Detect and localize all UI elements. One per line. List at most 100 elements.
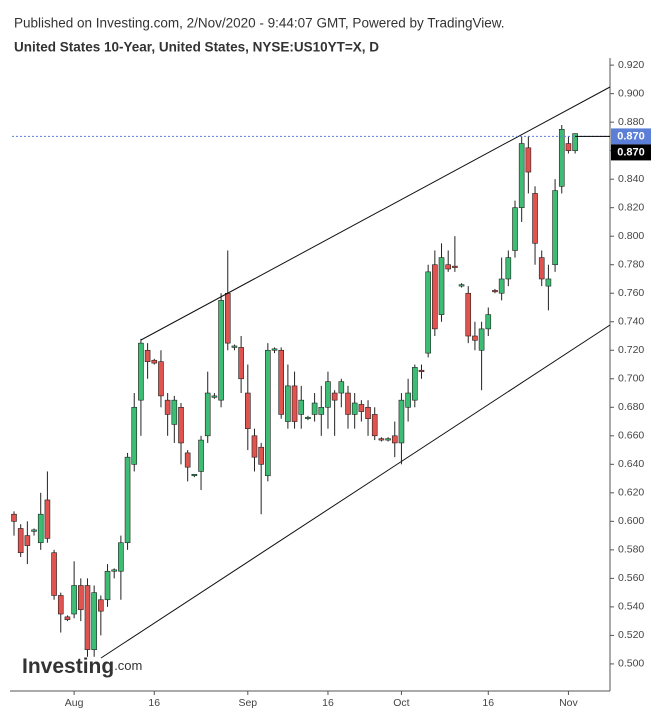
y-tick-label: 0.580 (618, 544, 644, 556)
candle-body (418, 369, 425, 372)
candle-body (98, 599, 104, 612)
candle-body (351, 402, 358, 415)
y-tick-label: 0.520 (618, 629, 644, 641)
logo-suffix: .com (114, 658, 142, 673)
y-tick-label: 0.900 (618, 87, 644, 99)
candle-body (325, 381, 331, 408)
y-tick-label: 0.880 (618, 116, 644, 128)
candle-body (345, 392, 351, 415)
candle-body (358, 404, 365, 412)
y-tick-label: 0.540 (618, 601, 644, 613)
candle-body (184, 452, 191, 468)
candle-body (37, 513, 44, 544)
candle-body (44, 499, 51, 539)
candle-body (485, 314, 492, 330)
candle-body (331, 392, 338, 401)
candle-body (171, 399, 178, 425)
y-tick-label: 0.720 (618, 344, 644, 356)
candle-body (271, 348, 278, 351)
candle-body (17, 528, 24, 554)
candle-body (398, 399, 405, 444)
candle-body (57, 595, 64, 615)
candle-body (204, 392, 211, 437)
candle-body (231, 345, 238, 348)
candle-body (64, 616, 71, 621)
candle-body (245, 392, 251, 429)
candle-body (445, 264, 452, 270)
candle-body (405, 392, 411, 408)
candle-body (298, 399, 305, 415)
y-tick-label: 0.740 (618, 316, 644, 328)
candle-body (391, 435, 398, 444)
candle-body (378, 438, 385, 441)
candle-body (258, 446, 264, 465)
candle-body (124, 456, 131, 544)
chart-title: United States 10-Year, United States, NY… (14, 40, 379, 55)
candle-body (472, 335, 478, 341)
candle-body (365, 406, 371, 419)
candle-body (151, 359, 158, 364)
y-tick-label: 0.920 (618, 59, 644, 71)
candle-body (111, 569, 117, 572)
candle-body (371, 414, 378, 437)
candle-body (311, 402, 318, 415)
candle-body (285, 385, 291, 422)
y-tick-label: 0.620 (618, 487, 644, 499)
candle-body (178, 406, 184, 444)
candle-body (24, 535, 31, 546)
candle-body (164, 399, 171, 415)
candle-body (558, 128, 565, 187)
candle-body (385, 438, 391, 441)
candle-body (224, 292, 231, 344)
x-tick-label: Sep (238, 697, 257, 709)
last-price-label: 0.870 (617, 146, 645, 158)
candle-body (238, 347, 244, 380)
candle-body (78, 585, 84, 611)
candle-body (572, 133, 578, 151)
candle-body (338, 381, 345, 394)
x-tick-label: 16 (322, 697, 334, 709)
y-tick-label: 0.760 (618, 287, 644, 299)
candle-body (538, 257, 545, 280)
x-tick-label: 16 (482, 697, 494, 709)
candle-body (411, 367, 418, 401)
candle-body (525, 147, 532, 173)
candle-body (518, 143, 525, 208)
candle-body (278, 349, 285, 415)
y-tick-label: 0.640 (618, 458, 644, 470)
x-tick-label: 16 (148, 697, 160, 709)
candle-body (492, 290, 498, 293)
y-tick-label: 0.700 (618, 373, 644, 385)
y-tick-label: 0.680 (618, 401, 644, 413)
candle-body (425, 271, 431, 354)
logo: Investing.com (22, 655, 142, 678)
candle-body (318, 406, 325, 415)
x-tick-label: Nov (559, 697, 578, 709)
price-label: 0.870 (617, 130, 645, 142)
candle-body (532, 193, 538, 244)
last-price-box (611, 144, 651, 161)
y-tick-label: 0.800 (618, 230, 644, 242)
candle-body (458, 284, 465, 287)
candle-body (498, 278, 505, 294)
y-tick-label: 0.660 (618, 430, 644, 442)
y-tick-label: 0.560 (618, 572, 644, 584)
y-tick-label: 0.500 (618, 658, 644, 670)
y-tick-label: 0.600 (618, 515, 644, 527)
candle-body (305, 416, 311, 419)
candle-body (198, 439, 204, 472)
candle-body (51, 552, 57, 596)
y-tick-label: 0.840 (618, 173, 644, 185)
candle-body (31, 529, 37, 532)
candle-body (191, 473, 198, 477)
candle-body (218, 300, 224, 401)
y-tick-label: 0.820 (618, 201, 644, 213)
candle-body (552, 190, 558, 266)
candle-body (565, 143, 572, 151)
candle-body (131, 406, 138, 465)
logo-text: Investing (22, 655, 114, 678)
candle-body (91, 592, 97, 650)
lower-trendline (100, 324, 611, 659)
candle-body (144, 349, 151, 362)
